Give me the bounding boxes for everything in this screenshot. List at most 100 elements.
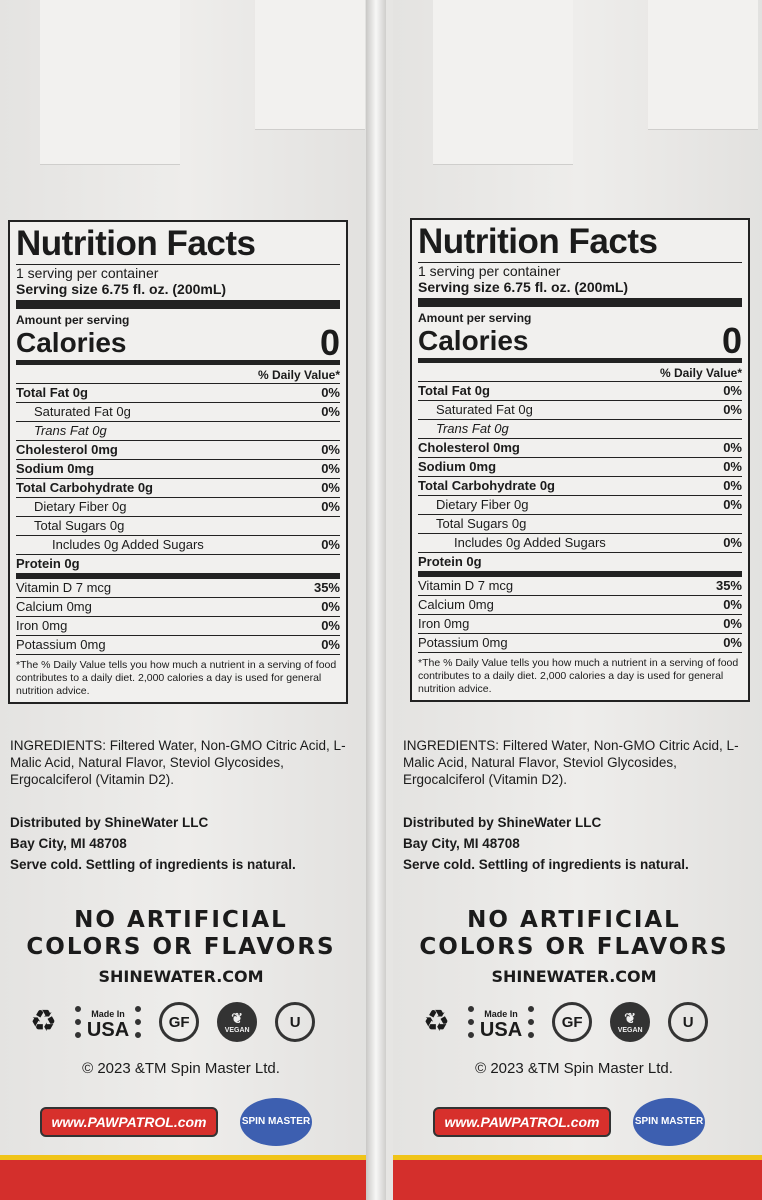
nutrient-dv: 0% (723, 597, 742, 612)
nutrient-dv: 0% (321, 618, 340, 633)
nutrient-row: Cholesterol 0mg 0% (418, 439, 742, 458)
nutrient-name: Cholesterol 0mg (16, 442, 118, 457)
claim-line: NO ARTIFICIAL (74, 907, 288, 933)
carton-flap (255, 0, 365, 130)
divider (418, 298, 742, 307)
kosher-icon: U (275, 1002, 316, 1042)
nutrient-name: Trans Fat 0g (436, 421, 509, 436)
serving-size: Serving size 6.75 fl. oz. (200mL) (16, 281, 227, 297)
nutrient-name: Sodium 0mg (16, 461, 95, 476)
nutrient-name: Total Carbohydrate 0g (418, 478, 556, 493)
nutrient-row: Vitamin D 7 mcg 35% (16, 579, 340, 598)
copyright: © 2023 &TM Spin Master Ltd. (82, 1060, 280, 1077)
nutrient-name: Calcium 0mg (16, 599, 92, 614)
distributor-line: Serve cold. Settling of ingredients is n… (10, 857, 296, 872)
spin-master-logo: SPIN MASTER (240, 1098, 312, 1146)
nutrient-name: Trans Fat 0g (34, 423, 107, 438)
nutrient-name: Includes 0g Added Sugars (454, 535, 606, 550)
nutrient-name: Total Fat 0g (418, 383, 490, 398)
distributor-line: Serve cold. Settling of ingredients is n… (403, 857, 689, 872)
carton-flap (40, 0, 180, 165)
carton-flap (433, 0, 573, 165)
nutrient-row: Includes 0g Added Sugars 0% (16, 536, 340, 555)
claim-line: COLORS OR FLAVORS (419, 934, 729, 960)
made-in-usa-badge: Made In USA (74, 1006, 142, 1040)
usa-text: USA (479, 1019, 523, 1041)
nutrient-row: Protein 0g (16, 555, 340, 579)
nutrient-row: Dietary Fiber 0g 0% (418, 496, 742, 515)
kosher-icon: U (668, 1002, 709, 1042)
nutrient-name: Sodium 0mg (418, 459, 497, 474)
nutrient-name: Iron 0mg (16, 618, 68, 633)
nutrient-name: Includes 0g Added Sugars (52, 537, 204, 552)
vegan-text: VEGAN (617, 1027, 643, 1034)
nutrient-row: Includes 0g Added Sugars 0% (418, 534, 742, 553)
nutrient-name: Saturated Fat 0g (34, 404, 131, 419)
nutrient-row: Calcium 0mg 0% (16, 598, 340, 617)
nutrient-row: Potassium 0mg 0% (16, 636, 340, 655)
carton-flap (648, 0, 758, 130)
nutrient-dv: 0% (321, 599, 340, 614)
calories: Calories 0 (418, 323, 742, 359)
nutrient-dv: 0% (723, 478, 742, 493)
nutrient-name: Saturated Fat 0g (436, 402, 533, 417)
nutrient-dv: 0% (723, 635, 742, 650)
nutrient-name: Calcium 0mg (418, 597, 494, 612)
nutrient-row: Total Carbohydrate 0g 0% (16, 479, 340, 498)
nutrient-row: Vitamin D 7 mcg 35% (418, 577, 742, 596)
gluten-free-icon: GF (552, 1002, 593, 1042)
nutrient-row: Total Fat 0g 0% (418, 382, 742, 401)
nutrient-name: Cholesterol 0mg (418, 440, 520, 455)
nutrient-name: Vitamin D 7 mcg (418, 578, 514, 593)
nutrient-name: Potassium 0mg (16, 637, 106, 652)
nutrient-dv: 0% (723, 402, 742, 417)
nutrition-facts-label: Nutrition Facts 1 serving per container … (410, 218, 750, 702)
vegan-icon: ❦ VEGAN (217, 1002, 258, 1042)
nutrient-name: Total Fat 0g (16, 385, 88, 400)
nutrient-name: Dietary Fiber 0g (436, 497, 529, 512)
nutrient-dv: 0% (321, 404, 340, 419)
nutrient-dv: 0% (321, 442, 340, 457)
carton-gap (366, 0, 386, 1200)
nutrient-row: Total Sugars 0g (418, 515, 742, 534)
badges: ♻ Made In USA GF ❦ VEGAN U (30, 1002, 316, 1042)
footnote: *The % Daily Value tells you how much a … (418, 657, 739, 695)
nutrient-row: Iron 0mg 0% (418, 615, 742, 634)
divider (418, 358, 742, 363)
amount-per-serving: Amount per serving (16, 313, 130, 327)
red-band (393, 1155, 762, 1200)
red-band (0, 1155, 372, 1200)
calories-label: Calories (16, 327, 127, 358)
nutrient-dv: 0% (321, 385, 340, 400)
nutrient-dv: 0% (723, 459, 742, 474)
nutrient-dv: 35% (715, 578, 742, 593)
made-in-usa-badge: Made In USA (467, 1006, 535, 1041)
nutrient-dv: 0% (723, 440, 742, 455)
paw-patrol-logo: www.PAWPATROL.com (40, 1107, 218, 1137)
footnote: *The % Daily Value tells you how much a … (16, 659, 337, 697)
nutrient-row: Trans Fat 0g (418, 420, 742, 439)
amount-per-serving: Amount per serving (418, 311, 532, 325)
nutrition-facts-label: Nutrition Facts 1 serving per container … (8, 220, 348, 704)
serving-size: Serving size 6.75 fl. oz. (200mL) (418, 279, 629, 295)
nutrient-row: Total Sugars 0g (16, 517, 340, 536)
nutrient-row: Saturated Fat 0g 0% (16, 403, 340, 422)
divider (16, 300, 340, 309)
nutrient-row: Cholesterol 0mg 0% (16, 441, 340, 460)
badges: ♻ Made In USA GF ❦ VEGAN U (423, 1002, 709, 1042)
nutrient-name: Total Sugars 0g (34, 518, 125, 533)
nutrient-dv: 35% (313, 580, 340, 595)
nutrient-dv: 0% (723, 383, 742, 398)
recycle-icon: ♻ (423, 1005, 450, 1038)
distributor-line: Bay City, MI 48708 (10, 836, 127, 851)
nutrition-title: Nutrition Facts (16, 224, 340, 265)
nutrient-name: Iron 0mg (418, 616, 470, 631)
website: SHINEWATER.COM (98, 967, 264, 986)
nutrient-name: Potassium 0mg (418, 635, 508, 650)
nutrient-name: Protein 0g (16, 556, 80, 571)
ingredients: INGREDIENTS: Filtered Water, Non-GMO Cit… (10, 738, 346, 787)
divider (16, 360, 340, 365)
servings: 1 serving per container (418, 263, 561, 279)
servings: 1 serving per container (16, 265, 159, 281)
nutrition-title: Nutrition Facts (418, 222, 742, 263)
